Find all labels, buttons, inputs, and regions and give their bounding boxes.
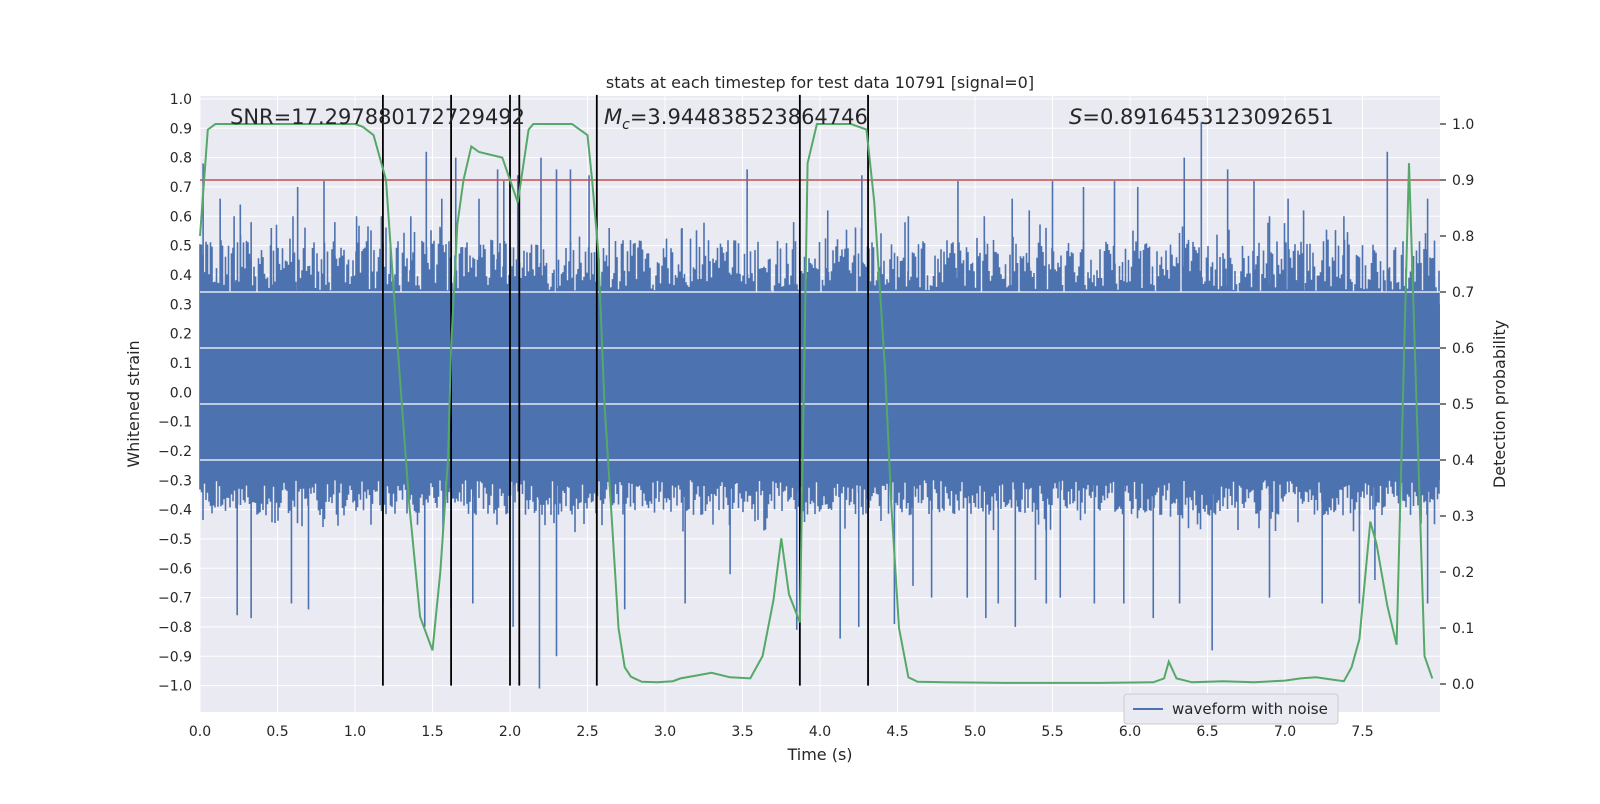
s-symbol: S [1069, 105, 1082, 129]
x-tick-label: 4.5 [886, 724, 908, 740]
y-tick-label: 0.1 [170, 356, 192, 372]
y-tick-label: −0.8 [158, 620, 192, 636]
y-tick-label: 0.3 [170, 297, 192, 313]
legend-box [1123, 693, 1339, 725]
y2-tick-label: 0.1 [1452, 621, 1474, 637]
y-tick-label: 0.4 [170, 268, 192, 284]
x-tick-label: 5.5 [1041, 724, 1063, 740]
x-axis-label: Time (s) [786, 745, 852, 764]
y2-tick-label: 0.3 [1452, 509, 1474, 525]
waveform-series [199, 122, 1440, 689]
s-value: =0.8916453123092651 [1082, 105, 1333, 129]
mc-annotation: Mc=3.944838523864746 [604, 105, 868, 133]
x-tick-label: 2.5 [576, 724, 598, 740]
y2-tick-label: 0.5 [1452, 397, 1474, 413]
y2-axis: 1.0 0.9 0.8 0.7 0.6 0.5 0.4 0.3 0.2 0.1 0.0 [1440, 117, 1474, 693]
y-tick-label: 0.9 [170, 121, 192, 137]
s-annotation: S=0.8916453123092651 [1069, 105, 1334, 129]
y-tick-label: −0.9 [158, 649, 192, 665]
x-tick-label: 1.5 [421, 724, 443, 740]
y-tick-label: −0.1 [158, 415, 192, 431]
y-tick-label: 0.0 [170, 385, 192, 401]
y-tick-label: 0.6 [170, 209, 192, 225]
y2-tick-label: 0.4 [1452, 453, 1474, 469]
y-tick-label: 0.7 [170, 180, 192, 196]
y-tick-label: −0.7 [158, 591, 192, 607]
legend-label: waveform with noise [1172, 700, 1328, 718]
y2-tick-label: 0.7 [1452, 285, 1474, 301]
y-tick-label: −0.4 [158, 503, 192, 519]
x-tick-label: 7.0 [1274, 724, 1296, 740]
x-axis: 0.0 0.5 1.0 1.5 2.0 2.5 3.0 3.5 4.0 4.5 5.0 5.5 6.0 6… [189, 724, 1374, 740]
mc-subscript: c [622, 117, 630, 133]
probability-series [199, 123, 1434, 684]
y-tick-label: 0.2 [170, 327, 192, 343]
snr-annotation: SNR=17.297880172729492 [230, 105, 525, 129]
x-tick-label: 2.0 [499, 724, 521, 740]
x-tick-label: 5.0 [964, 724, 986, 740]
x-tick-label: 1.0 [344, 724, 366, 740]
y2-tick-label: 0.2 [1452, 565, 1474, 581]
y-axis: 1.0 0.9 0.8 0.7 0.6 0.5 0.4 0.3 0.2 0.1 0.0 −0.1 −0.… [158, 92, 192, 695]
x-tick-label: 7.5 [1351, 724, 1373, 740]
y2-tick-label: 0.6 [1452, 341, 1474, 357]
x-tick-label: 6.0 [1119, 724, 1141, 740]
x-tick-label: 4.0 [809, 724, 831, 740]
y2-tick-label: 0.8 [1452, 229, 1474, 245]
y2-tick-label: 0.9 [1452, 173, 1474, 189]
y-tick-label: −0.2 [158, 444, 192, 460]
y-tick-label: −0.3 [158, 473, 192, 489]
y-tick-label: 1.0 [170, 92, 192, 108]
x-tick-label: 0.0 [189, 724, 211, 740]
x-tick-label: 3.0 [654, 724, 676, 740]
y-tick-label: −0.6 [158, 561, 192, 577]
chart-title: stats at each timestep for test data 107… [606, 73, 1034, 92]
mc-symbol: M [604, 105, 622, 129]
x-tick-label: 3.5 [731, 724, 753, 740]
y-tick-label: 0.5 [170, 239, 192, 255]
mc-value: =3.944838523864746 [630, 105, 868, 129]
y2-tick-label: 1.0 [1452, 117, 1474, 133]
y-axis-label: Whitened strain [124, 340, 143, 467]
x-tick-label: 6.5 [1196, 724, 1218, 740]
y2-axis-label: Detection probability [1490, 320, 1509, 488]
y-tick-label: 0.8 [170, 151, 192, 167]
waveform-core [200, 304, 1440, 481]
y2-tick-label: 0.0 [1452, 677, 1474, 693]
x-tick-label: 0.5 [266, 724, 288, 740]
y-tick-label: −1.0 [158, 679, 192, 695]
probability-line [199, 123, 1434, 684]
y-tick-label: −0.5 [158, 532, 192, 548]
legend: waveform with noise [1123, 693, 1339, 725]
